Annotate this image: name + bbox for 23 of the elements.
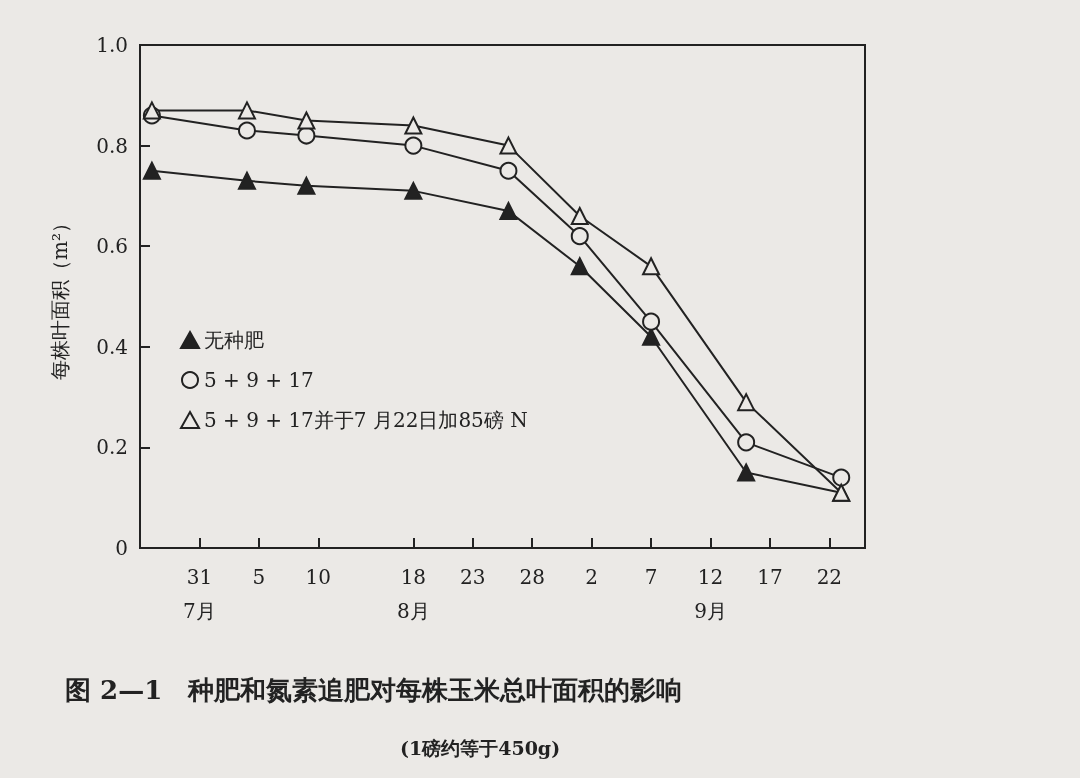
y-tick-label: 0.2 <box>96 435 128 460</box>
x-tick-label: 22 <box>816 565 843 589</box>
x-tick-label: 2 <box>585 565 599 589</box>
y-tick-label: 0.6 <box>96 234 128 259</box>
legend-label: 无种肥 <box>204 328 264 352</box>
y-axis-title: 每株叶面积（m²） <box>48 213 72 380</box>
x-tick-label: 12 9月 <box>694 565 727 623</box>
y-tick-label: 0.4 <box>96 334 128 359</box>
text: 图 2—1 种肥和氮素追肥对每株玉米总叶面积的影响 <box>65 675 683 705</box>
text: (1磅约等于450g) <box>400 736 561 759</box>
legend-label: 5 + 9 + 17 <box>204 368 314 392</box>
legend-label: 5 + 9 + 17并于7 月22日加85磅 N <box>204 408 528 432</box>
x-tick-label: 10 <box>305 565 332 589</box>
y-tick-label: 1.0 <box>96 33 128 57</box>
x-tick-label: 18 8月 <box>396 565 430 623</box>
x-tick-label: 17 <box>757 565 783 589</box>
x-tick-label: 23 <box>460 565 486 589</box>
x-tick-label: 28 <box>519 565 545 589</box>
y-tick-label: 0 <box>115 536 128 560</box>
x-tick-label: 31 7月 <box>183 565 216 623</box>
x-tick-label: 7 <box>644 565 658 589</box>
y-tick-label: 0.8 <box>96 133 128 158</box>
x-tick-label: 5 <box>252 565 266 589</box>
